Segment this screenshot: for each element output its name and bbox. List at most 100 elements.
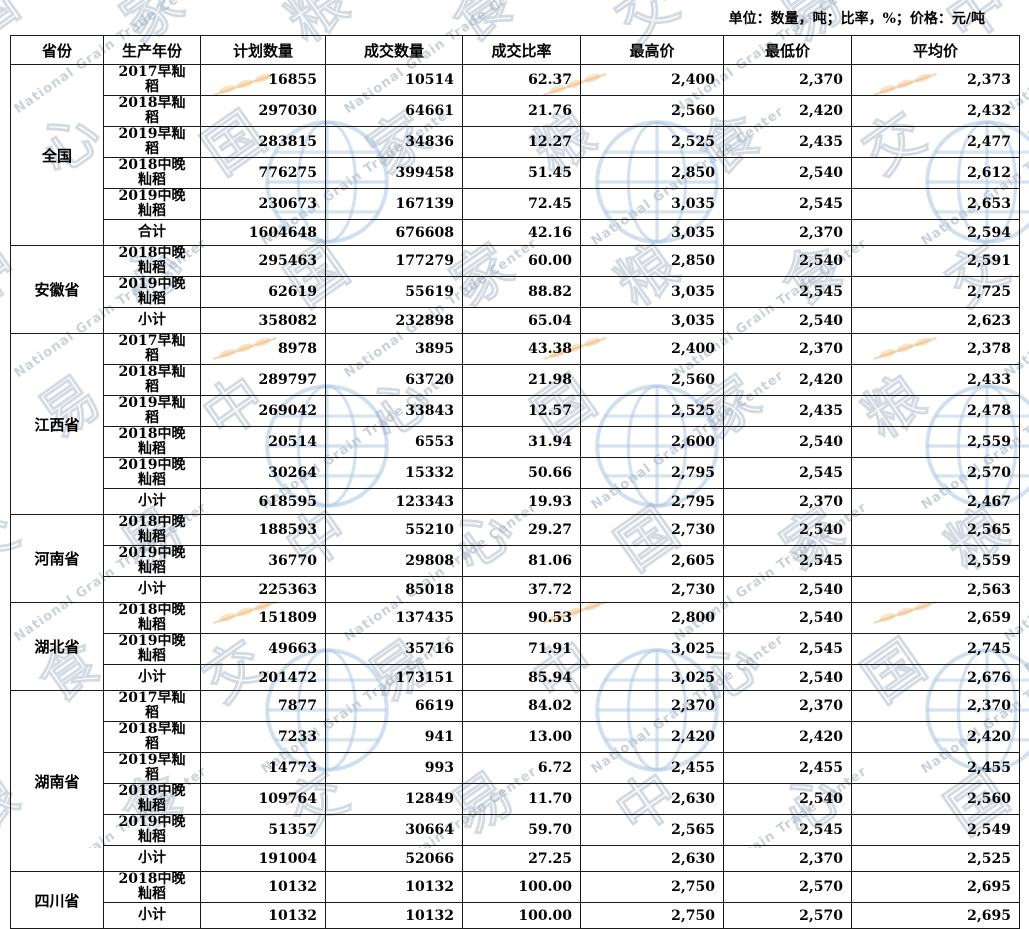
value-cell: 109764 [200,783,326,815]
table-row: 2019早籼稻 283815 34836 12.27 2,525 2,435 2,477 [11,126,1020,158]
value-cell: 776275 [200,157,326,189]
value-cell: 358082 [200,307,326,334]
value-cell: 191004 [200,845,326,872]
value-cell: 35716 [325,633,463,665]
value-cell: 2,467 [851,488,1020,515]
year-cell: 2018早籼稻 [103,95,201,127]
year-cell: 小计 [103,488,201,515]
value-cell: 2,525 [580,126,724,158]
value-cell: 2,795 [580,488,724,515]
value-cell: 2,435 [723,395,852,427]
value-cell: 62619 [200,276,326,308]
value-cell: 2,800 [580,602,724,634]
value-cell: 2,525 [851,845,1020,872]
value-cell: 2,400 [580,64,724,96]
value-cell: 2,745 [851,633,1020,665]
value-cell: 10132 [200,902,326,929]
value-cell: 21.98 [462,364,581,396]
value-cell: 85018 [325,576,463,603]
value-cell: 2,630 [580,845,724,872]
year-cell: 2019中晚籼稻 [103,633,201,665]
value-cell: 2,570 [723,902,852,929]
value-cell: 2,455 [723,752,852,784]
value-cell: 85.94 [462,664,581,691]
value-cell: 6.72 [462,752,581,784]
table-row: 小计 10132 10132 100.00 2,750 2,570 2,695 [11,902,1020,929]
value-cell: 676608 [325,219,463,246]
value-cell: 2,563 [851,576,1020,603]
year-cell: 2018中晚籼稻 [103,426,201,458]
table-row: 四川省 2018中晚籼稻 10132 10132 100.00 2,750 2,570 2,6… [10,871,1020,929]
value-cell: 30664 [325,814,463,846]
value-cell: 2,560 [580,364,724,396]
value-cell: 10132 [325,902,463,929]
province-cell: 四川省 [10,871,104,929]
table-row: 小计 191004 52066 27.25 2,630 2,370 2,525 [11,845,1020,872]
year-cell: 2017早籼稻 [103,690,201,722]
table-row: 2019中晚籼稻 230673 167139 72.45 3,035 2,545 2,653 [11,188,1020,220]
value-cell: 618595 [200,488,326,515]
year-cell: 2019中晚籼稻 [103,188,201,220]
province-cell: 河南省 [10,514,104,603]
year-cell: 2019早籼稻 [103,126,201,158]
value-cell: 3,035 [580,276,724,308]
column-header-5: 最高价 [580,35,724,65]
table-row: 2019中晚籼稻 30264 15332 50.66 2,795 2,545 2,570 [11,457,1020,489]
value-cell: 30264 [200,457,326,489]
value-cell: 43.38 [462,333,581,365]
table-row: 2018早籼稻 289797 63720 21.98 2,560 2,420 2,433 [11,364,1020,396]
year-cell: 小计 [103,664,201,691]
value-cell: 123343 [325,488,463,515]
year-cell: 2019中晚籼稻 [103,457,201,489]
value-cell: 2,850 [580,157,724,189]
value-cell: 51357 [200,814,326,846]
column-header-2: 计划数量 [200,35,326,65]
value-cell: 1604648 [200,219,326,246]
table-row: 安徽省 2018中晚籼稻 295463 177279 60.00 2,850 2,540 2,… [10,245,1020,334]
year-cell: 2018早籼稻 [103,364,201,396]
value-cell: 269042 [200,395,326,427]
value-cell: 2,370 [723,690,852,722]
value-cell: 2,433 [851,364,1020,396]
value-cell: 2,455 [580,752,724,784]
value-cell: 2,545 [723,457,852,489]
value-cell: 2,525 [580,395,724,427]
value-cell: 177279 [325,245,463,277]
table-row: 2018早籼稻 7233 941 13.00 2,420 2,420 2,420 [11,721,1020,753]
value-cell: 2,730 [580,576,724,603]
value-cell: 225363 [200,576,326,603]
table-row: 2019早籼稻 269042 33843 12.57 2,525 2,435 2,478 [11,395,1020,427]
table-row: 2019中晚籼稻 51357 30664 59.70 2,565 2,545 2,549 [11,814,1020,846]
province-cell: 江西省 [10,333,104,515]
value-cell: 19.93 [462,488,581,515]
value-cell: 63720 [325,364,463,396]
value-cell: 2,540 [723,245,852,277]
value-cell: 81.06 [462,545,581,577]
value-cell: 2,420 [580,721,724,753]
value-cell: 2,565 [851,514,1020,546]
column-header-4: 成交比率 [462,35,581,65]
year-cell: 小计 [103,576,201,603]
value-cell: 2,594 [851,219,1020,246]
value-cell: 2,455 [851,752,1020,784]
value-cell: 64661 [325,95,463,127]
value-cell: 7233 [200,721,326,753]
value-cell: 55619 [325,276,463,308]
table-row: 小计 201472 173151 85.94 3,025 2,540 2,676 [11,664,1020,691]
table-row: 2018中晚籼稻 20514 6553 31.94 2,600 2,540 2,559 [11,426,1020,458]
value-cell: 12.57 [462,395,581,427]
value-cell: 62.37 [462,64,581,96]
value-cell: 12.27 [462,126,581,158]
value-cell: 2,540 [723,426,852,458]
value-cell: 2,370 [723,333,852,365]
province-cell: 全国 [10,64,104,246]
year-cell: 2018早籼稻 [103,721,201,753]
value-cell: 42.16 [462,219,581,246]
column-header-1: 生产年份 [103,35,201,65]
value-cell: 2,545 [723,545,852,577]
value-cell: 6553 [325,426,463,458]
value-cell: 3,025 [580,633,724,665]
value-cell: 2,730 [580,514,724,546]
value-cell: 2,750 [580,871,724,903]
value-cell: 993 [325,752,463,784]
